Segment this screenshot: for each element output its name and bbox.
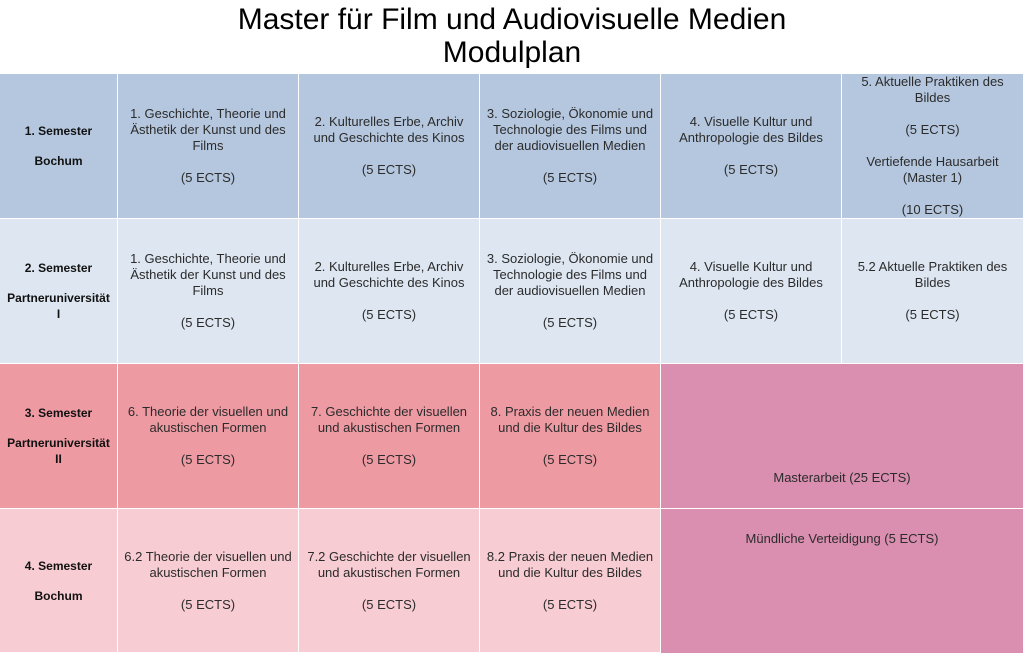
module-extra-ects: (10 ECTS) bbox=[901, 202, 964, 217]
module-ects: (5 ECTS) bbox=[905, 307, 960, 322]
module-name: 8.2 Praxis der neuen Medien und die Kult… bbox=[486, 548, 654, 580]
module-ects: (5 ECTS) bbox=[361, 452, 417, 467]
module-name: 3. Soziologie, Ökonomie und Technologie … bbox=[486, 106, 654, 153]
module-cell: 6. Theorie der visuellen und akustischen… bbox=[118, 364, 299, 509]
module-cell: 3. Soziologie, Ökonomie und Technologie … bbox=[480, 74, 661, 219]
module-ects: (5 ECTS) bbox=[361, 307, 417, 322]
module-ects: (5 ECTS) bbox=[542, 596, 598, 612]
semester-location: Partneruniversität II bbox=[7, 436, 110, 466]
module-name: 5. Aktuelle Praktiken des Bildes bbox=[861, 74, 1004, 105]
module-name: 4. Visuelle Kultur und Anthropologie des… bbox=[679, 114, 823, 145]
masterarbeit-cell: Masterarbeit (25 ECTS) bbox=[661, 364, 1024, 509]
module-cell: 8.2 Praxis der neuen Medien und die Kult… bbox=[480, 509, 661, 653]
module-ects: (5 ECTS) bbox=[361, 596, 417, 612]
module-ects: (5 ECTS) bbox=[180, 452, 236, 467]
masterarbeit-label: Masterarbeit (25 ECTS) bbox=[773, 470, 911, 485]
semester-location: Partneruniversität I bbox=[7, 291, 110, 321]
module-ects: (5 ECTS) bbox=[542, 452, 598, 467]
module-cell: 8. Praxis der neuen Medien und die Kultu… bbox=[480, 364, 661, 509]
module-name: 5.2 Aktuelle Praktiken des Bildes bbox=[857, 259, 1008, 290]
module-cell: 1. Geschichte, Theorie und Ästhetik der … bbox=[118, 74, 299, 219]
module-cell: 1. Geschichte, Theorie und Ästhetik der … bbox=[118, 219, 299, 364]
module-name: 7. Geschichte der visuellen und akustisc… bbox=[310, 404, 468, 435]
module-ects: (5 ECTS) bbox=[180, 315, 236, 330]
semester-label: 3. Semester bbox=[24, 406, 93, 420]
module-ects: (5 ECTS) bbox=[723, 307, 779, 322]
module-ects: (5 ECTS) bbox=[905, 122, 960, 137]
semester-location: Bochum bbox=[34, 154, 83, 168]
module-cell: 5. Aktuelle Praktiken des Bildes (5 ECTS… bbox=[842, 74, 1024, 219]
semester-1-header: 1. Semester Bochum bbox=[0, 74, 118, 219]
module-ects: (5 ECTS) bbox=[180, 596, 236, 612]
module-cell: 3. Soziologie, Ökonomie und Technologie … bbox=[480, 219, 661, 364]
module-ects: (5 ECTS) bbox=[542, 170, 598, 185]
module-cell: 7. Geschichte der visuellen und akustisc… bbox=[299, 364, 480, 509]
title-line-1: Master für Film und Audiovisuelle Medien bbox=[237, 3, 787, 36]
module-cell: 4. Visuelle Kultur und Anthropologie des… bbox=[661, 219, 842, 364]
semester-3-header: 3. Semester Partneruniversität II bbox=[0, 364, 118, 509]
semester-location: Bochum bbox=[34, 588, 83, 603]
module-name: 1. Geschichte, Theorie und Ästhetik der … bbox=[130, 251, 286, 298]
module-ects: (5 ECTS) bbox=[542, 315, 598, 330]
module-cell: 2. Kulturelles Erbe, Archiv und Geschich… bbox=[299, 219, 480, 364]
module-ects: (5 ECTS) bbox=[361, 162, 417, 177]
module-cell: 5.2 Aktuelle Praktiken des Bildes (5 ECT… bbox=[842, 219, 1024, 364]
module-cell: 4. Visuelle Kultur und Anthropologie des… bbox=[661, 74, 842, 219]
page-title: Master für Film und Audiovisuelle Medien… bbox=[0, 0, 1024, 74]
module-name: 7.2 Geschichte der visuellen und akustis… bbox=[307, 548, 471, 580]
verteidigung-cell: Mündliche Verteidigung (5 ECTS) bbox=[661, 509, 1024, 653]
semester-4-header: 4. Semester Bochum bbox=[0, 509, 118, 653]
semester-label: 2. Semester bbox=[24, 261, 93, 275]
semester-label: 1. Semester bbox=[24, 124, 93, 138]
module-name: 6.2 Theorie der visuellen und akustische… bbox=[124, 548, 292, 580]
module-name: 1. Geschichte, Theorie und Ästhetik der … bbox=[130, 106, 286, 153]
semester-label: 4. Semester bbox=[24, 558, 93, 573]
module-name: 6. Theorie der visuellen und akustischen… bbox=[127, 404, 289, 435]
title-line-2: Modulplan bbox=[442, 36, 582, 69]
module-name: 3. Soziologie, Ökonomie und Technologie … bbox=[486, 251, 654, 298]
semester-2-header: 2. Semester Partneruniversität I bbox=[0, 219, 118, 364]
module-cell: 7.2 Geschichte der visuellen und akustis… bbox=[299, 509, 480, 653]
module-extra: Vertiefende Hausarbeit (Master 1) bbox=[866, 154, 999, 185]
module-name: 4. Visuelle Kultur und Anthropologie des… bbox=[679, 259, 823, 290]
module-ects: (5 ECTS) bbox=[723, 162, 779, 177]
module-name: 2. Kulturelles Erbe, Archiv und Geschich… bbox=[313, 259, 465, 290]
module-ects: (5 ECTS) bbox=[180, 170, 236, 185]
module-name: 8. Praxis der neuen Medien und die Kultu… bbox=[490, 404, 650, 435]
module-name: 2. Kulturelles Erbe, Archiv und Geschich… bbox=[313, 114, 465, 145]
verteidigung-label: Mündliche Verteidigung (5 ECTS) bbox=[745, 531, 939, 546]
module-cell: 2. Kulturelles Erbe, Archiv und Geschich… bbox=[299, 74, 480, 219]
module-cell: 6.2 Theorie der visuellen und akustische… bbox=[118, 509, 299, 653]
